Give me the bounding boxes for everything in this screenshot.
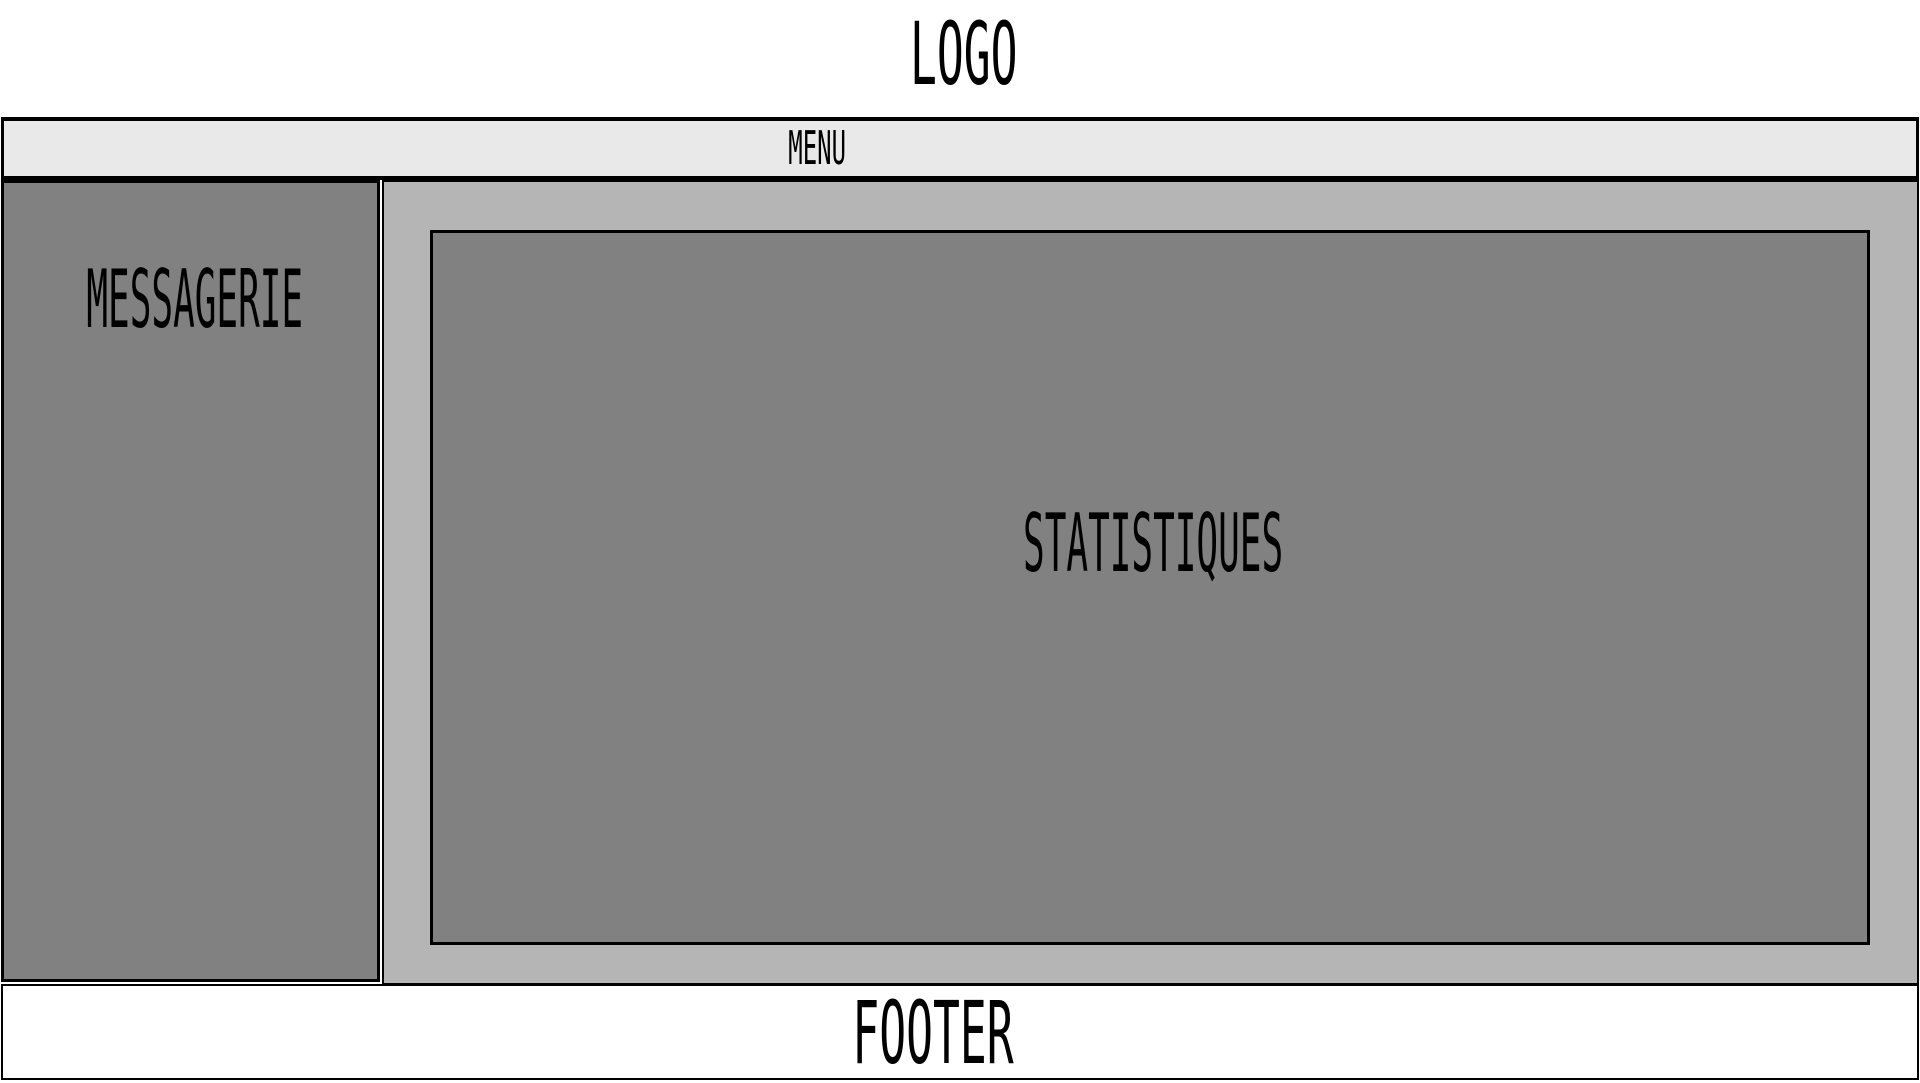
logo-label: LOGO: [910, 3, 1018, 105]
messagerie-title-container: MESSAGERIE: [40, 251, 350, 347]
messagerie-sidebar[interactable]: MESSAGERIE: [1, 180, 380, 982]
menu-label: MENU: [788, 122, 846, 176]
footer-label-container: FOOTER: [813, 990, 1053, 1076]
statistiques-panel[interactable]: STATISTIQUES: [430, 230, 1870, 945]
logo-header: LOGO: [0, 0, 1920, 117]
statistiques-label: STATISTIQUES: [1022, 495, 1284, 591]
logo[interactable]: LOGO: [884, 10, 1044, 98]
main-content-area: STATISTIQUES: [382, 180, 1919, 985]
messagerie-title: MESSAGERIE: [86, 251, 304, 347]
statistiques-label-container: STATISTIQUES: [953, 495, 1353, 591]
menu-bar[interactable]: MENU: [1, 117, 1919, 180]
footer: FOOTER: [1, 984, 1919, 1080]
footer-label: FOOTER: [852, 982, 1014, 1083]
menu-label-container: MENU: [772, 125, 862, 173]
